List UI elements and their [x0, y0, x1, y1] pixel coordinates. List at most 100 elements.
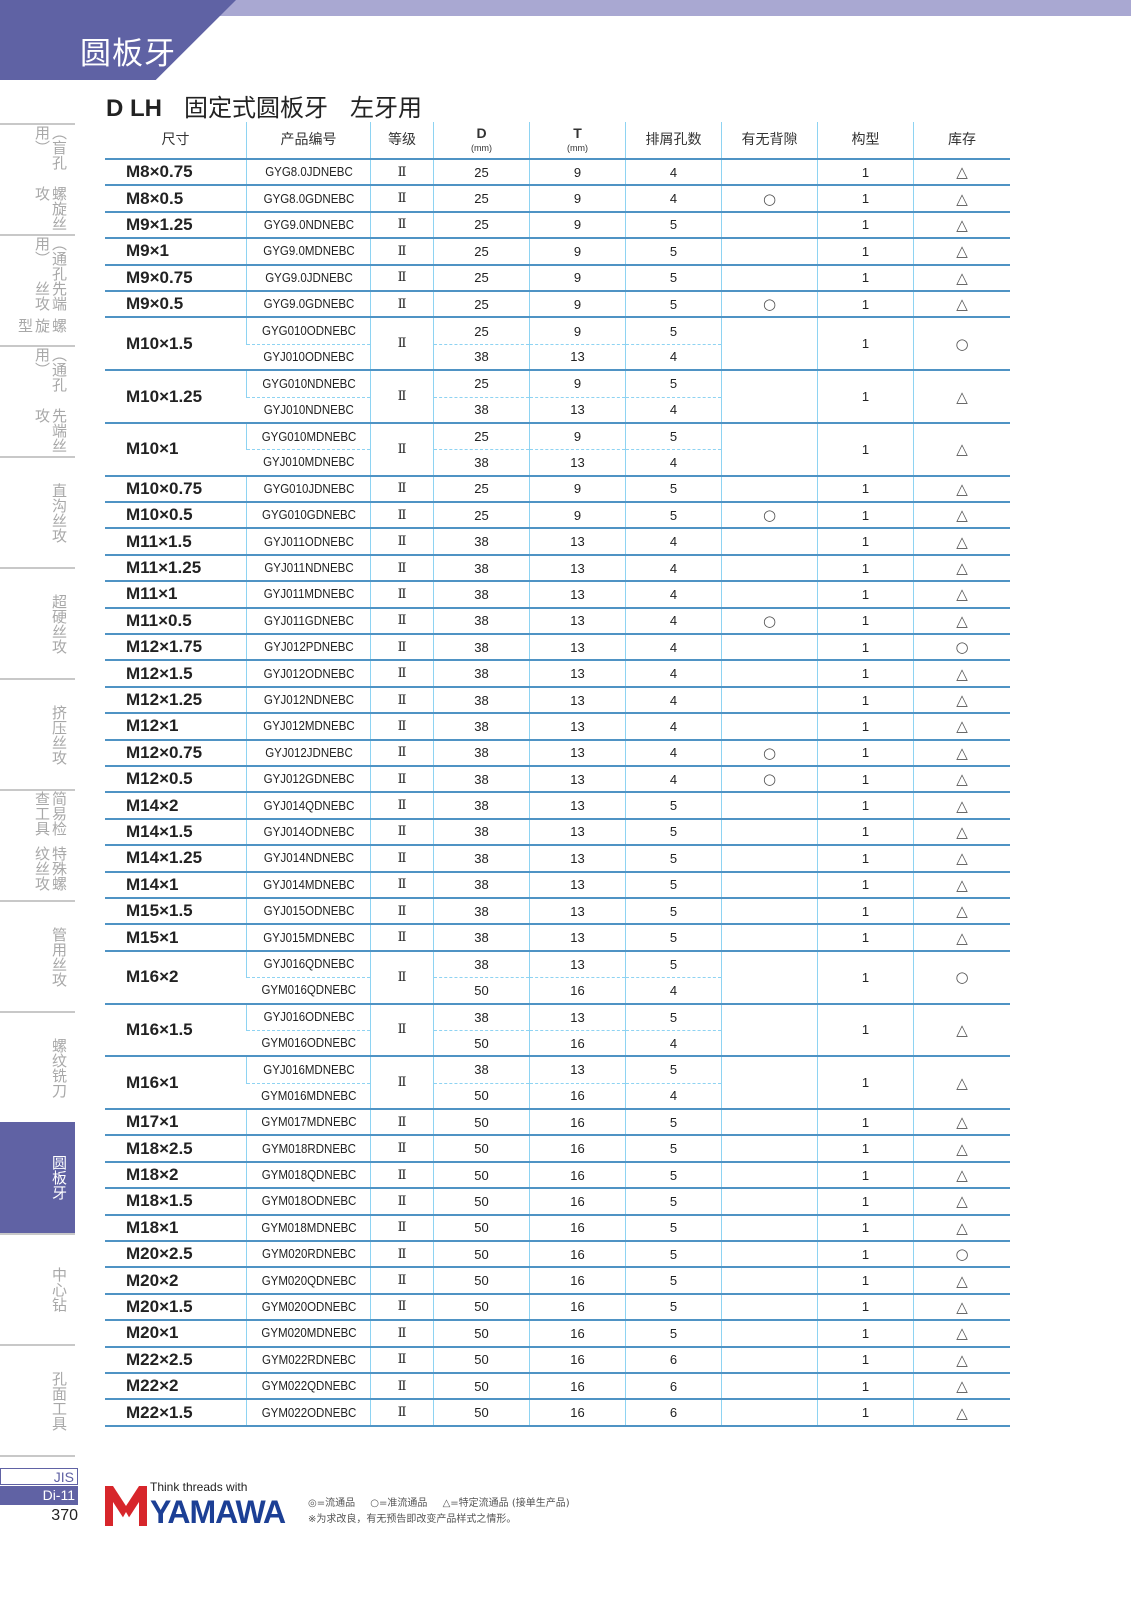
stock-cell: △ [913, 502, 1010, 530]
d-cell: 50 [433, 1161, 530, 1190]
header-grade: 等级 [370, 122, 434, 160]
table-row: M17×1 GYM017MDNEBC Ⅱ 50 16 5 1 △ [105, 1109, 1010, 1137]
type-cell: 1 [817, 739, 914, 767]
d-cell: 50 [433, 1241, 530, 1269]
size-cell: M18×2 [105, 1161, 247, 1190]
d-cell: 38 [433, 739, 530, 767]
size-cell: M20×1.5 [105, 1293, 247, 1322]
backlash-cell [721, 713, 818, 741]
size-cell: M9×0.5 [105, 290, 247, 319]
type-cell: 1 [817, 634, 914, 662]
holes-cell: 5 [625, 1241, 722, 1269]
grade-cell: Ⅱ [370, 422, 434, 477]
table-row: GYM016QDNEBC 50 16 4 [105, 977, 1010, 1005]
stock-cell: ○ [913, 950, 1010, 1005]
stock-cell: △ [913, 1293, 1010, 1322]
sidebar-item[interactable]: 螺旋型 先端丝攻 （通孔用） [0, 234, 75, 345]
product-code-cell: GYJ011GDNEBC [250, 607, 366, 636]
d-cell: 50 [433, 1135, 530, 1163]
product-code-cell: GYM020RDNEBC [250, 1241, 366, 1269]
type-cell: 1 [817, 1188, 914, 1216]
type-cell: 1 [817, 792, 914, 820]
table-row: GYM016ODNEBC 50 16 4 [105, 1030, 1010, 1058]
backlash-cell [721, 1003, 818, 1058]
sidebar-item[interactable]: 孔面工具 [0, 1344, 75, 1455]
t-cell: 9 [529, 502, 626, 530]
legend-item: ○=准流通品 [370, 1498, 428, 1509]
stock-cell: △ [913, 845, 1010, 873]
d-cell: 25 [433, 264, 530, 292]
sidebar-item[interactable]: 特殊螺纹丝攻 简易检查工具 [0, 789, 75, 900]
sidebar-item[interactable]: 挤压丝攻 [0, 678, 75, 789]
sidebar-item-label: 螺旋型 先端丝攻 （通孔用） [16, 236, 68, 345]
backlash-cell [721, 1109, 818, 1137]
stock-cell: △ [913, 554, 1010, 583]
sidebar-label-line: （盲孔用） [33, 125, 68, 170]
sidebar-item[interactable]: 圆板牙 [0, 1122, 75, 1233]
sidebar-label-line: （通孔用） [33, 347, 68, 392]
sidebar-item[interactable]: 直沟丝攻 [0, 456, 75, 567]
sidebar-item[interactable]: 先端丝攻 （通孔用） [0, 345, 75, 456]
product-code-cell: GYJ014MDNEBC [250, 871, 366, 899]
backlash-cell [721, 1161, 818, 1190]
sidebar-item[interactable]: 超硬丝攻 [0, 567, 75, 678]
holes-cell: 4 [625, 1083, 722, 1111]
product-code-cell: GYM020QDNEBC [250, 1267, 366, 1295]
holes-cell: 5 [625, 1267, 722, 1295]
page-number: 370 [51, 1507, 78, 1524]
holes-cell: 5 [625, 1293, 722, 1322]
holes-cell: 4 [625, 765, 722, 794]
d-cell: 38 [433, 528, 530, 556]
d-cell: 25 [433, 211, 530, 240]
stock-legend: ◎=流通品 ○=准流通品 △=特定流通品 (接单生产品) [308, 1497, 582, 1510]
t-cell: 13 [529, 554, 626, 583]
d-cell: 25 [433, 290, 530, 319]
product-code-cell: GYM022ODNEBC [250, 1399, 366, 1427]
product-code-cell: GYG8.0JDNEBC [250, 159, 366, 187]
type-cell: 1 [817, 1293, 914, 1322]
table-row: M10×1.5 GYG010ODNEBC Ⅱ 25 9 5 1 ○ [105, 317, 1010, 372]
model-code: D LH [106, 95, 162, 122]
type-cell: 1 [817, 1241, 914, 1269]
backlash-cell [721, 554, 818, 583]
backlash-cell [721, 792, 818, 820]
holes-cell: 4 [625, 449, 722, 477]
product-code-cell: GYG010MDNEBC [250, 422, 366, 451]
t-cell: 9 [529, 185, 626, 213]
legend-item: ◎=流通品 [308, 1498, 356, 1509]
grade-cell: Ⅱ [370, 185, 434, 213]
stock-cell: ○ [913, 634, 1010, 662]
sidebar-item[interactable]: 螺纹铣刀 [0, 1011, 75, 1122]
stock-cell: △ [913, 475, 1010, 504]
sidebar-label-line: 孔面工具 [50, 1370, 68, 1431]
table-row: M8×0.75 GYG8.0JDNEBC Ⅱ 25 9 4 1 △ [105, 159, 1010, 187]
sidebar-item[interactable]: 中心钻 [0, 1233, 75, 1344]
header-d-label: D [476, 124, 487, 141]
sidebar-item-label: 螺旋丝攻 （盲孔用） [33, 125, 68, 234]
table-row: GYJ010MDNEBC 38 13 4 [105, 449, 1010, 477]
t-cell: 16 [529, 1214, 626, 1243]
sidebar-item[interactable]: 管用丝攻 [0, 900, 75, 1011]
holes-cell: 5 [625, 238, 722, 266]
backlash-cell [721, 1320, 818, 1348]
table-row: M9×0.5 GYG9.0GDNEBC Ⅱ 25 9 5 ○ 1 △ [105, 290, 1010, 319]
product-code-cell: GYJ011ODNEBC [250, 528, 366, 556]
size-cell: M14×1 [105, 871, 247, 899]
size-cell: M12×1.25 [105, 686, 247, 715]
table-row: M11×1.5 GYJ011ODNEBC Ⅱ 38 13 4 1 △ [105, 528, 1010, 556]
table-row: GYJ010ODNEBC 38 13 4 [105, 344, 1010, 372]
header-t-unit: (mm) [567, 142, 588, 153]
stock-cell: △ [913, 607, 1010, 636]
t-cell: 9 [529, 211, 626, 240]
size-cell: M11×1.5 [105, 528, 247, 556]
sidebar-item[interactable]: 螺旋丝攻 （盲孔用） [0, 123, 75, 234]
legend-item: △=特定流通品 (接单生产品) [442, 1498, 570, 1509]
stock-cell: ○ [913, 1241, 1010, 1269]
t-cell: 16 [529, 1267, 626, 1295]
grade-cell: Ⅱ [370, 581, 434, 609]
grade-cell: Ⅱ [370, 370, 434, 424]
stock-cell: △ [913, 1399, 1010, 1427]
sidebar-label-line: 直沟丝攻 [50, 482, 68, 543]
holes-cell: 4 [625, 739, 722, 767]
table-row: M22×2.5 GYM022RDNEBC Ⅱ 50 16 6 1 △ [105, 1346, 1010, 1374]
